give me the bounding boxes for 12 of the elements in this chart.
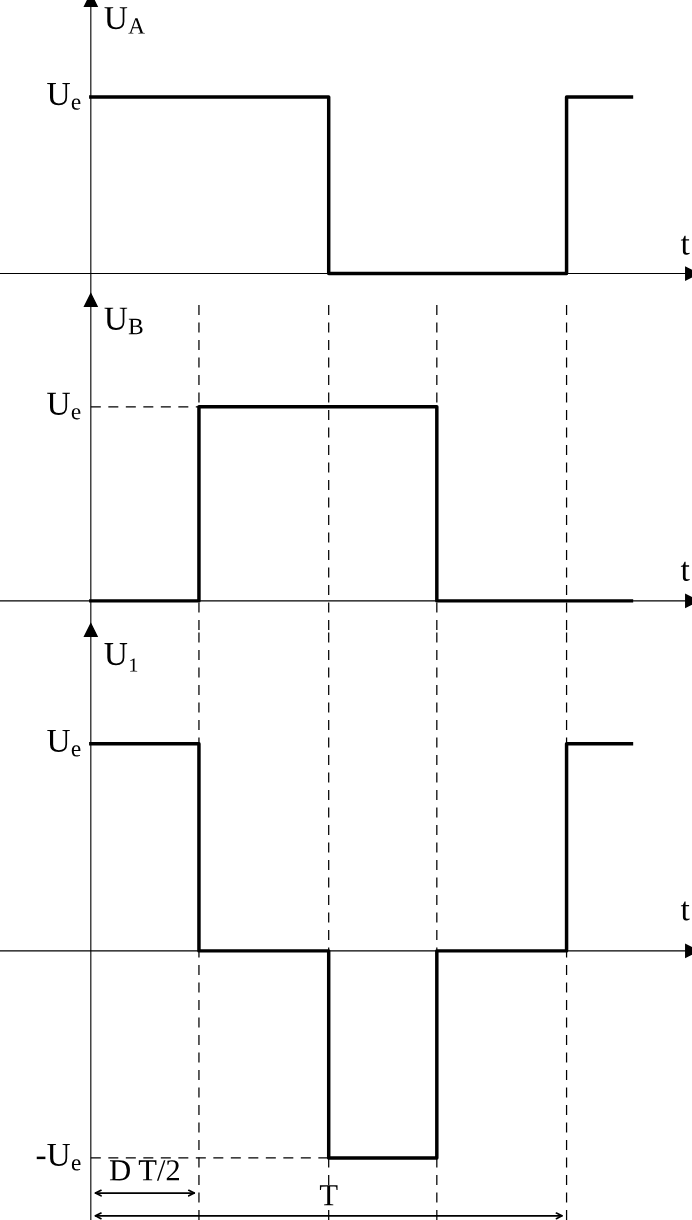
y-axis-title: U$_{B}$ bbox=[104, 307, 143, 335]
y-axis-title: U$_{A}$ bbox=[104, 7, 145, 34]
annotation: -U$_{e}$ bbox=[36, 1143, 81, 1171]
text: T bbox=[319, 1185, 338, 1206]
x-axis-title: t bbox=[680, 561, 690, 581]
y-axis-title: U₁ bbox=[104, 643, 138, 672]
annotation: U$_{e}$ bbox=[47, 83, 81, 110]
annotation: U$_{e}$ bbox=[47, 392, 81, 420]
annotation: U$_{e}$ bbox=[47, 729, 81, 757]
x-axis-title: t bbox=[680, 901, 690, 921]
text: D T/2 bbox=[109, 1160, 179, 1181]
x-axis-title: t bbox=[680, 235, 690, 255]
